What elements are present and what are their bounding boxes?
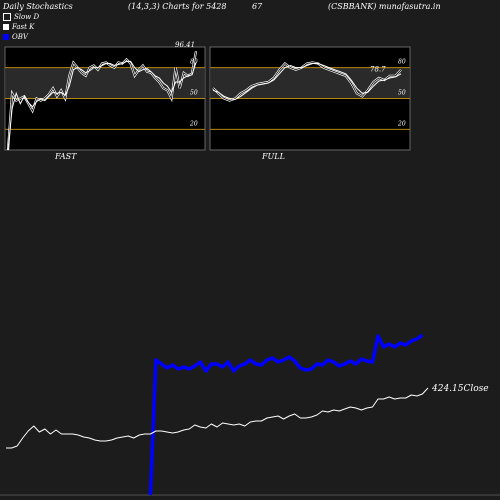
fast-ytick-50: 50 (190, 90, 198, 97)
legend-item-fast-k: Fast K (3, 23, 34, 31)
full-last-value-label: 78.7 (370, 66, 386, 74)
chart-symbol: (CSBBANK) munafasutra.in (328, 2, 441, 11)
full-series-1-line (212, 63, 402, 101)
chart-code: 67 (252, 2, 263, 11)
chart-params: (14,3,3) Charts for 5428 (128, 2, 227, 11)
obv-line (148, 333, 424, 496)
legend-label-slow-d: Slow D (14, 13, 40, 21)
legend-swatch-fast-k (3, 24, 9, 30)
legend-swatch-obv (3, 34, 9, 40)
fast-zone-band (6, 67, 204, 99)
legend-label-fast-k: Fast K (12, 23, 35, 31)
full-ytick-80: 80 (398, 59, 406, 66)
full-ytick-50: 50 (398, 90, 406, 97)
full-ytick-20: 20 (397, 120, 406, 127)
full-panel-label: FULL (262, 152, 285, 161)
close-line (6, 387, 429, 449)
fast-panel-label: FAST (55, 152, 77, 161)
legend-item-slow-d: Slow D (3, 13, 39, 21)
legend-label-obv: OBV (12, 33, 28, 41)
full-series-0-core (212, 62, 402, 102)
legend-item-obv: OBV (3, 33, 28, 41)
close-last-value-label: 424.15Close (431, 384, 489, 394)
fast-ytick-20: 20 (189, 120, 198, 127)
fast-series-1-line (7, 60, 197, 151)
legend-swatch-slow-d (3, 13, 11, 21)
fast-last-value-label: 96.41 (175, 41, 195, 49)
chart-title: Daily Stochastics (3, 2, 73, 11)
